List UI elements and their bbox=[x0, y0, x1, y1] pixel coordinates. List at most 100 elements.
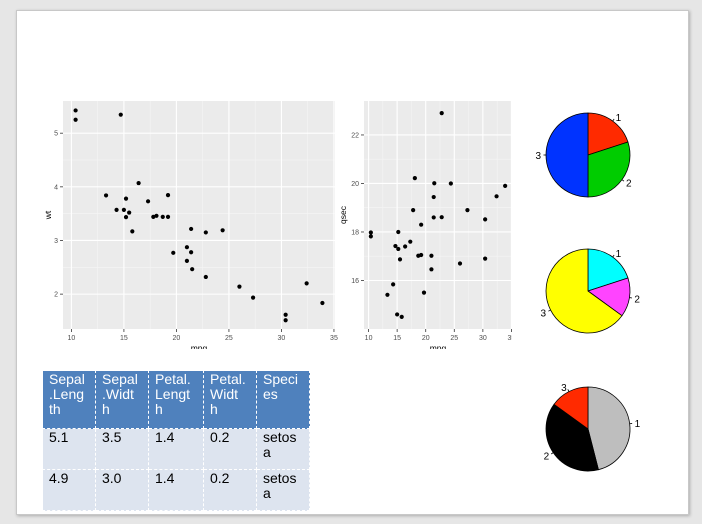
pie-slice bbox=[587, 141, 631, 198]
data-point bbox=[395, 312, 400, 317]
table-cell-text: 3.0 bbox=[102, 470, 122, 486]
table-cell: 0.2 bbox=[203, 469, 257, 511]
y-tick-label: 2 bbox=[54, 292, 58, 299]
data-point bbox=[408, 239, 413, 244]
pie-label: 3 bbox=[535, 151, 541, 162]
table-header-text: .Widt bbox=[102, 386, 134, 402]
data-point bbox=[393, 243, 398, 249]
table-cell-text: a bbox=[263, 444, 271, 460]
data-point bbox=[494, 194, 499, 199]
data-point bbox=[397, 257, 403, 262]
data-point bbox=[429, 267, 434, 272]
pie-label: 2 bbox=[634, 294, 640, 305]
data-point bbox=[283, 312, 288, 317]
table-cell-text: 1.4 bbox=[155, 470, 175, 486]
table-header-text: Sepal bbox=[49, 371, 85, 387]
data-point bbox=[237, 284, 242, 289]
table-body: 5.1 3.5 1.4 0.2 setos a 4.9 3.0 1.4 0.2 setos a bbox=[42, 428, 310, 511]
y-tick-label: 3 bbox=[54, 238, 58, 245]
y-tick-label: 22 bbox=[351, 132, 359, 139]
x-tick-label: 20 bbox=[422, 335, 430, 342]
x-tick-label: 35 bbox=[508, 335, 512, 342]
data-point bbox=[203, 230, 208, 235]
data-point bbox=[189, 226, 194, 232]
data-point bbox=[421, 290, 427, 295]
table-header-text: h bbox=[155, 401, 163, 417]
y-axis-title: qsec bbox=[338, 205, 348, 224]
x-tick-label: 30 bbox=[479, 335, 487, 342]
table-header-cell: Sepal .Widt h bbox=[95, 370, 149, 429]
x-tick-label: 25 bbox=[450, 335, 458, 342]
data-point bbox=[73, 117, 78, 122]
data-point bbox=[123, 215, 129, 220]
plot-panel bbox=[364, 101, 512, 329]
y-tick-label: 18 bbox=[351, 229, 359, 236]
table-header-text: Sepal bbox=[102, 371, 138, 387]
table-cell-text: 0.2 bbox=[210, 429, 230, 445]
data-point bbox=[130, 229, 135, 234]
y-tick-label: 20 bbox=[351, 181, 359, 188]
table-cell-text: 4.9 bbox=[49, 470, 69, 486]
x-tick-label: 10 bbox=[68, 335, 76, 342]
data-point bbox=[431, 215, 436, 220]
table-row: 5.1 3.5 1.4 0.2 setos a bbox=[42, 428, 310, 470]
data-point bbox=[396, 246, 401, 252]
data-point bbox=[250, 295, 256, 300]
data-point bbox=[431, 194, 436, 200]
x-tick-label: 10 bbox=[365, 335, 373, 342]
table-cell-text: 5.1 bbox=[49, 429, 69, 445]
data-point bbox=[165, 193, 171, 198]
table-header-text: Widt bbox=[210, 386, 238, 402]
scatter-plot-mpg-qsec: 10 15 20 25 30 35 16 18 20 22 mpg qsec bbox=[338, 101, 512, 349]
table-cell: 1.4 bbox=[148, 428, 204, 470]
pie-label: 3 bbox=[561, 383, 567, 394]
table-cell: setos a bbox=[256, 428, 310, 470]
table-cell: 0.2 bbox=[203, 428, 257, 470]
data-point bbox=[432, 181, 437, 186]
data-point bbox=[145, 199, 151, 204]
table-cell: 5.1 bbox=[42, 428, 96, 470]
data-point bbox=[412, 176, 417, 181]
pie-label-tick bbox=[548, 309, 551, 312]
pie-label-tick bbox=[550, 452, 554, 455]
table-header-row: Sepal .Leng th Sepal .Widt h Petal. Lengt h Petal… bbox=[42, 370, 310, 429]
y-tick-label: 4 bbox=[54, 184, 58, 191]
y-tick-label: 5 bbox=[54, 131, 58, 138]
table-header-cell: Petal. Lengt h bbox=[148, 370, 204, 429]
table-header-text: Petal. bbox=[210, 371, 246, 387]
data-point bbox=[396, 229, 401, 235]
table-cell: 3.0 bbox=[95, 469, 149, 511]
table-cell: setos a bbox=[256, 469, 310, 511]
data-point bbox=[411, 208, 416, 213]
table-header-cell: Speci es bbox=[256, 370, 310, 429]
data-point bbox=[136, 180, 141, 186]
pie-label-tick bbox=[621, 179, 625, 182]
table-cell-text: 0.2 bbox=[210, 470, 230, 486]
data-point bbox=[190, 267, 195, 272]
data-point bbox=[160, 214, 165, 219]
plot-panel bbox=[63, 101, 335, 329]
table-cell-text: setos bbox=[263, 470, 297, 486]
x-tick-label: 20 bbox=[173, 335, 181, 342]
table-header-text: h bbox=[102, 401, 110, 417]
pie-label: 2 bbox=[626, 179, 632, 190]
data-point bbox=[154, 213, 159, 218]
data-point bbox=[368, 234, 373, 239]
data-point bbox=[220, 228, 225, 233]
table-cell-text: setos bbox=[263, 429, 297, 445]
table-cell-text: 1.4 bbox=[155, 429, 175, 445]
y-tick-label: 16 bbox=[351, 278, 359, 285]
x-axis-title: mpg bbox=[430, 343, 447, 349]
table-cell: 3.5 bbox=[95, 428, 149, 470]
x-tick-label: 15 bbox=[120, 335, 128, 342]
data-point bbox=[320, 300, 325, 306]
iris-table: Sepal .Leng th Sepal .Widt h Petal. Lengt h Petal… bbox=[42, 370, 310, 511]
y-axis-title: wt bbox=[43, 210, 53, 220]
pie-chart-2: 1 2 3 bbox=[541, 248, 640, 334]
data-point bbox=[165, 214, 171, 219]
x-axis-title: mpg bbox=[191, 343, 208, 349]
data-point bbox=[429, 253, 434, 258]
table-header-text: th bbox=[49, 401, 61, 417]
x-tick-label: 35 bbox=[330, 335, 338, 342]
pie-slice bbox=[553, 386, 589, 430]
